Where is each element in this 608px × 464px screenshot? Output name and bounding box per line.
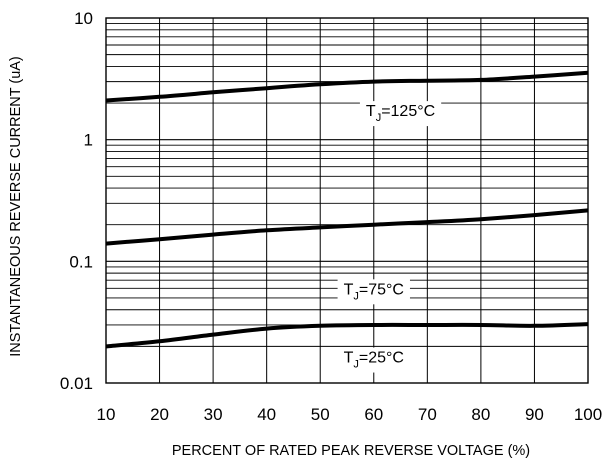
x-tick-label: 20 xyxy=(150,405,169,424)
curve-label-subscript: J xyxy=(376,112,382,124)
curve-label-text: TJ=25°C xyxy=(344,350,404,371)
curve-label-background xyxy=(337,347,410,373)
curve-label-1: TJ=75°C xyxy=(337,279,410,305)
y-tick-label: 10 xyxy=(74,9,93,28)
x-axis-label: PERCENT OF RATED PEAK REVERSE VOLTAGE (%… xyxy=(172,443,530,459)
curve-label-rest: =25°C xyxy=(359,350,404,367)
curve-label-text: TJ=75°C xyxy=(344,281,404,302)
curve-label-subscript: J xyxy=(353,290,359,302)
curve-label-rest: =75°C xyxy=(359,281,404,298)
curves xyxy=(105,70,589,349)
curve-label-rest: =125°C xyxy=(381,103,435,120)
series-line-1 xyxy=(105,208,589,246)
x-tick-labels: 10 20 30 40 50 60 70 80 90 100 xyxy=(97,405,603,424)
y-tick-label: 0.1 xyxy=(69,252,93,271)
x-tick-label: 50 xyxy=(311,405,330,424)
curve-labels: TJ=125°CTJ=75°CTJ=25°C xyxy=(337,101,442,373)
x-tick-label: 100 xyxy=(574,405,602,424)
curve-label-0: TJ=125°C xyxy=(359,101,442,127)
y-tick-labels: 0.01 0.1 1 10 xyxy=(60,9,93,393)
curve-label-background xyxy=(337,279,410,305)
x-tick-label: 80 xyxy=(471,405,490,424)
grid xyxy=(106,18,588,383)
x-tick-label: 70 xyxy=(418,405,437,424)
curve-label-text: TJ=125°C xyxy=(366,103,435,124)
series-line-2 xyxy=(105,322,589,349)
x-tick-label: 10 xyxy=(97,405,116,424)
x-tick-label: 90 xyxy=(525,405,544,424)
x-tick-label: 30 xyxy=(204,405,223,424)
curve-label-main: T xyxy=(344,350,354,367)
curve-label-main: T xyxy=(366,103,376,120)
y-tick-label: 1 xyxy=(84,131,93,150)
y-axis-label: INSTANTANEOUS REVERSE CURRENT (uA) xyxy=(8,56,24,357)
series-line-0 xyxy=(105,70,589,103)
x-tick-label: 40 xyxy=(257,405,276,424)
curve-label-2: TJ=25°C xyxy=(337,347,410,373)
x-tick-label: 60 xyxy=(364,405,383,424)
plot-frame xyxy=(105,17,589,384)
curve-label-subscript: J xyxy=(353,359,359,371)
y-tick-label: 0.01 xyxy=(60,374,93,393)
curve-label-main: T xyxy=(344,281,354,298)
curve-label-background xyxy=(359,101,442,127)
